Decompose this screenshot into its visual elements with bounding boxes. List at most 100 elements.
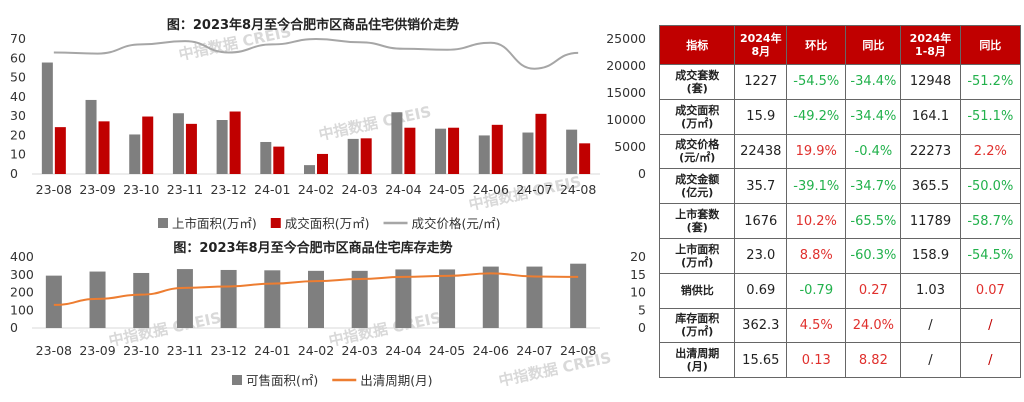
legend-swatch [232,375,242,385]
ytd-yoy-cell: -51.1% [959,98,1022,135]
indicator-cell: 库存面积 (万㎡) [658,307,736,344]
mom-cell: 8.8% [786,237,847,274]
table-row: 成交套数 (套) 1227 -54.5% -34.4% 12948 -51.2% [658,64,1022,100]
yoy-cell: -34.4% [845,64,902,100]
x-tick-label: 24-06 [473,343,509,358]
x-tick-label: 23-10 [123,182,159,197]
indicator-cell: 上市套数 (套) [658,203,736,239]
bar-a-24-04 [391,112,403,174]
bar-b-23-12 [229,111,241,174]
ytd-yoy-cell: -54.5% [959,237,1022,274]
y-right-tick-label: 10 [630,285,646,300]
yoy-cell: 24.0% [845,307,902,344]
ytd-value-cell: 164.1 [900,98,961,135]
bar-a-24-07 [522,132,534,174]
x-tick-label: 24-08 [560,343,596,358]
header-ytd-yoy: 同比 [959,25,1022,65]
mom-cell: -0.79 [786,272,847,309]
mom-cell: 10.2% [786,203,847,239]
yoy-cell: -60.3% [845,237,902,274]
bar-b-24-06 [491,124,503,174]
y-right-tick-label: 20000 [606,58,646,73]
table-row: 成交价格 (元/㎡) 22438 19.9% -0.4% 22273 2.2% [658,133,1022,170]
header-aug-2024: 2024年 8月 [734,25,788,65]
aug-value-cell: 1676 [734,203,788,239]
table-row: 销供比 0.69 -0.79 0.27 1.03 0.07 [658,272,1022,309]
table-row: 出清周期 (月) 15.65 0.13 8.82// [658,342,1022,379]
bar-b-23-10 [142,116,154,174]
yoy-cell: 8.82 [845,342,902,379]
bar-a-24-08 [570,263,587,328]
y-left-tick-label: 60 [10,50,26,65]
bar-a-24-07 [526,266,543,328]
y-right-tick-label: 10000 [606,112,646,127]
indicator-cell: 上市面积 (万㎡) [658,237,736,274]
y-right-tick-label: 5 [638,302,646,317]
x-tick-label: 23-12 [210,182,246,197]
y-right-tick-label: 25000 [606,31,646,46]
ytd-value-cell: 158.9 [900,237,961,274]
legend-label: 成交面积(万㎡) [285,216,370,231]
x-tick-label: 24-04 [385,343,421,358]
y-left-tick-label: 70 [10,31,26,46]
legend-label: 出清周期(月) [360,373,432,388]
bar-b-24-08 [579,143,591,174]
x-tick-label: 23-11 [167,182,203,197]
ytd-value-cell: / [900,307,961,344]
header-ytd-2024: 2024年 1-8月 [900,25,961,65]
legend-label: 上市面积(万㎡) [172,216,257,231]
y-left-tick-label: 10 [10,147,26,162]
header-yoy: 同比 [845,25,902,65]
ytd-yoy-cell: -50.0% [959,168,1022,205]
x-tick-label: 24-07 [516,182,552,197]
table-row: 库存面积 (万㎡) 362.3 4.5% 24.0% / / [658,307,1022,344]
ytd-yoy-cell: 2.2% [959,133,1022,170]
bar-b-24-05 [448,127,460,174]
indicator-table-panel: 指标 2024年 8月 环比 同比 2024年 1-8月 同比 成交套数 (套) 122… [658,25,1022,379]
legend-label: 成交价格(元/㎡) [412,216,501,231]
aug-value-cell: 22438 [734,133,788,170]
yoy-cell: -65.5% [845,203,902,239]
ytd-value-cell: / [900,342,961,379]
bar-a-23-08 [45,275,62,328]
y-left-tick-label: 20 [10,127,26,142]
bar-b-24-07 [535,113,547,174]
y-right-tick-label: 5000 [614,139,646,154]
table-row: 上市套数 (套) 1676 10.2% -65.5% 11789 -58.7% [658,203,1022,239]
aug-value-cell: 362.3 [734,307,788,344]
bar-b-23-09 [98,121,110,174]
legend-label: 可售面积(㎡) [246,373,318,388]
bar-a-24-01 [260,141,272,174]
aug-value-cell: 35.7 [734,168,788,205]
bar-a-23-10 [129,134,141,174]
y-left-tick-label: 200 [10,285,34,300]
y-left-tick-label: 0 [10,166,18,181]
ytd-value-cell: 22273 [900,133,961,170]
ytd-value-cell: 1.03 [900,272,961,309]
bar-a-24-03 [351,270,368,328]
bar-a-23-12 [216,120,228,174]
x-tick-label: 23-09 [79,182,115,197]
watermark: 中指数据 CREIS [317,103,433,144]
supply-sales-price-chart: 中指数据 CREIS 中指数据 CREIS 中指数据 CREIS 图：2023年8月至… [0,0,652,236]
mom-cell: 4.5% [786,307,847,344]
ytd-yoy-cell: -58.7% [959,203,1022,239]
mom-cell: -49.2% [786,98,847,135]
bar-a-24-08 [566,129,578,174]
mom-cell: 0.13 [786,342,847,379]
header-indicator: 指标 [658,25,736,65]
indicator-cell: 出清周期 (月) [658,342,736,379]
ytd-yoy-cell: / [959,342,1022,379]
table-header-row: 指标 2024年 8月 环比 同比 2024年 1-8月 同比 [658,25,1022,65]
table-row: 成交金额 (亿元) 35.7 -39.1% -34.7% 365.5 -50.0% [658,168,1022,205]
bar-b-24-04 [404,127,416,174]
y-right-tick-label: 15000 [606,85,646,100]
chart-title: 图：2023年8月至今合肥市区商品住宅供销价走势 [167,17,459,33]
bar-a-24-02 [308,270,324,328]
yoy-cell: 0.27 [845,272,902,309]
x-tick-label: 24-04 [385,182,421,197]
y-right-tick-label: 0 [638,320,646,335]
y-left-tick-label: 50 [10,70,26,85]
ytd-value-cell: 365.5 [900,168,961,205]
